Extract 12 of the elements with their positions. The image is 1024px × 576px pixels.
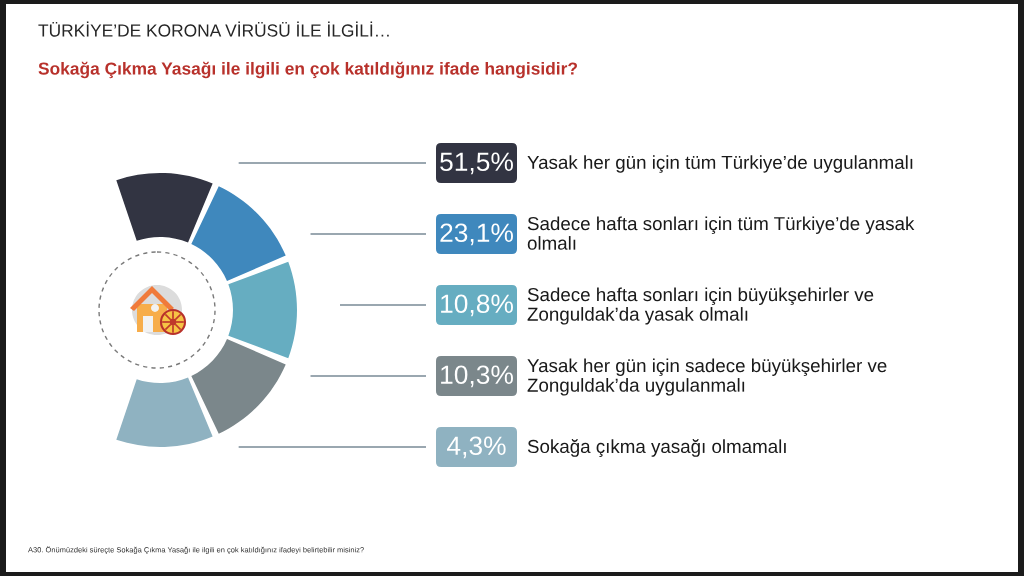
category-label: Yasak her gün için sadece büyükşehirler ve Zonguldak’da uygulanmalı bbox=[527, 358, 887, 396]
text: Sokağa Çıkma Yasağı ile ilgili en çok katıldığınız ifade hangisidir? bbox=[38, 61, 577, 79]
category-label: Sokağa çıkma yasağı olmamalı bbox=[527, 439, 786, 457]
data-label: 4,3% bbox=[447, 436, 506, 459]
category-label: Sadece hafta sonları için büyükşehirler ve Zonguldak’da yasak olmalı bbox=[527, 287, 874, 325]
text: TÜRKİYE’DE KORONA VİRÜSÜ İLE İLGİLİ… bbox=[38, 21, 389, 37]
data-label: 51,5% bbox=[440, 152, 513, 175]
category-label: Sadece hafta sonları için tüm Türkiye’de yasak olmalı bbox=[527, 216, 915, 250]
data-label: 10,3% bbox=[441, 365, 513, 388]
category-label: Yasak her gün için tüm Türkiye’de uygulanmalı bbox=[527, 155, 913, 173]
data-label: 23,1% bbox=[440, 223, 513, 246]
data-label: 10,8% bbox=[441, 294, 513, 317]
